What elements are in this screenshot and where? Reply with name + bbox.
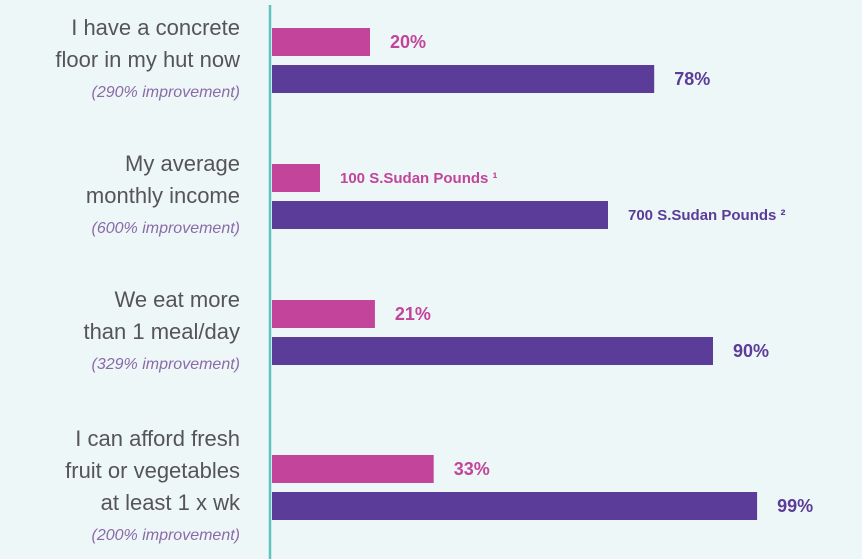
bar — [272, 201, 608, 229]
improvement-note: (600% improvement) — [92, 220, 241, 237]
bar — [272, 164, 320, 192]
value-label: 20% — [390, 32, 426, 52]
category-label: at least 1 x wk — [101, 490, 241, 515]
value-label: 21% — [395, 304, 431, 324]
category-label: floor in my hut now — [55, 47, 240, 72]
value-label: 33% — [454, 459, 490, 479]
category-label: monthly income — [86, 183, 240, 208]
category-label: I can afford fresh — [75, 426, 240, 451]
value-label: 100 S.Sudan Pounds ¹ — [340, 170, 498, 187]
bar — [272, 65, 655, 93]
value-label: 700 S.Sudan Pounds ² — [628, 207, 786, 224]
improvement-note: (200% improvement) — [92, 527, 241, 544]
bar — [272, 337, 713, 365]
category-label: fruit or vegetables — [65, 458, 240, 483]
value-label: 99% — [777, 496, 813, 516]
improvement-note: (290% improvement) — [92, 84, 241, 101]
category-label: We eat more — [114, 287, 240, 312]
bar — [272, 492, 758, 520]
bar — [272, 28, 370, 56]
category-label: I have a concrete — [71, 15, 240, 40]
bar — [272, 300, 375, 328]
value-label: 90% — [733, 341, 769, 361]
category-label: than 1 meal/day — [83, 319, 240, 344]
bar — [272, 455, 434, 483]
category-label: My average — [125, 151, 240, 176]
value-label: 78% — [674, 69, 710, 89]
improvement-note: (329% improvement) — [92, 356, 241, 373]
